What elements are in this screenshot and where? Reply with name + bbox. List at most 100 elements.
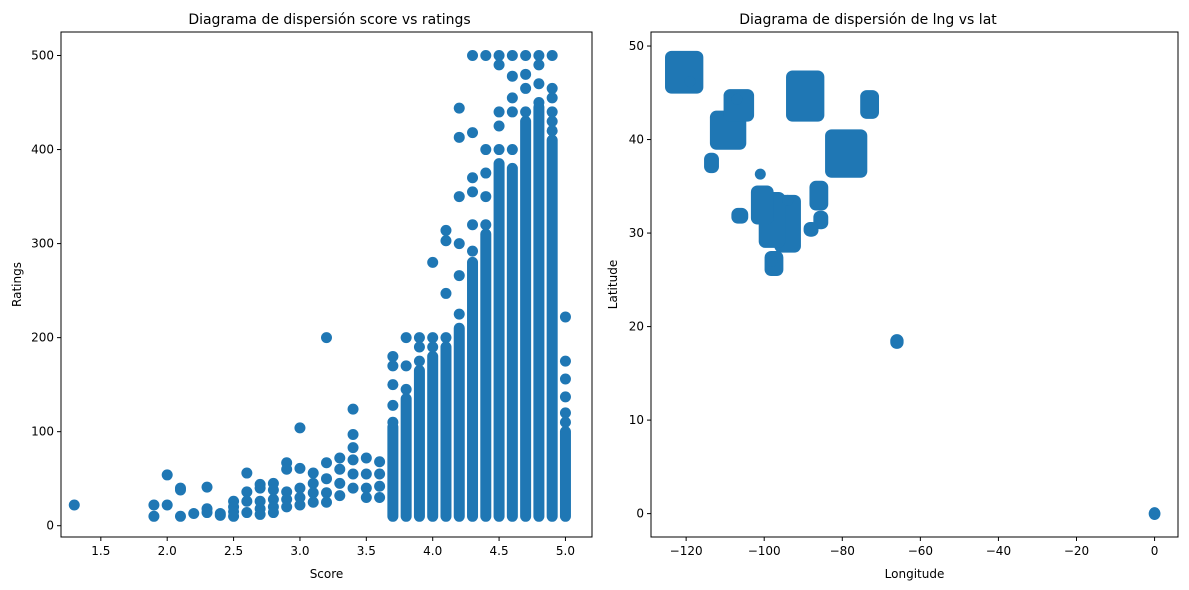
data-point [281,463,293,475]
data-point [161,499,173,511]
scatter-lng-lat: Diagrama de dispersión de lng vs lat −12… [606,12,1179,581]
data-point [453,131,465,143]
data-point [493,59,505,71]
data-point [533,78,545,90]
data-point [387,379,399,391]
data-point-cluster [809,180,829,211]
data-point [413,341,425,353]
data-point [427,341,439,353]
data-point [321,332,332,344]
data-point [413,355,425,367]
data-point [533,97,545,109]
data-point-column [440,341,452,522]
data-point-cluster [723,89,755,122]
data-point [374,492,386,504]
data-point-column [387,421,399,522]
data-point-column [427,350,439,522]
data-point [294,422,306,434]
x-axis-label: Score [310,567,344,581]
data-point [467,219,479,231]
data-point-column [506,162,518,522]
y-axis-label: Ratings [10,262,24,307]
data-point [294,492,306,504]
data-point [334,477,346,489]
data-point [307,477,319,489]
data-point [453,102,465,114]
data-point [188,507,200,519]
data-point [766,255,778,267]
x-tick-label: 5.0 [556,544,575,558]
data-point-column [413,365,425,522]
data-point [201,481,213,493]
data-point [387,416,399,428]
data-point [467,50,479,62]
data-point [440,287,452,299]
x-tick-label: 1.5 [91,544,110,558]
data-point [480,144,492,156]
x-tick-label: 4.5 [490,544,509,558]
data-point [321,487,332,499]
data-point [387,399,399,411]
data-point [254,508,266,520]
y-axis-label: Latitude [606,260,620,309]
data-point [374,456,386,468]
data-point [467,172,479,184]
x-tick-label: −40 [986,544,1011,558]
data-point-column [453,322,465,522]
data-point [480,50,492,62]
data-point [347,482,359,494]
y-tick-label: 40 [629,133,644,147]
data-point [533,50,545,62]
data-point [427,332,439,344]
data-point-column [559,426,571,522]
data-point [467,245,479,257]
data-point [347,468,359,480]
data-point [201,507,213,519]
data-point-column [480,228,492,522]
x-tick-label: 3.5 [357,544,376,558]
data-point [281,486,293,498]
data-point [400,332,412,344]
data-point [400,383,412,395]
data-point [453,308,465,320]
data-point [387,360,399,372]
x-tick-label: 4.0 [423,544,442,558]
x-tick-label: 2.0 [158,544,177,558]
data-point [493,120,505,132]
data-point [281,493,293,505]
x-tick-label: 2.5 [224,544,243,558]
data-point [360,452,372,464]
data-point [214,509,226,521]
data-point [228,510,240,522]
data-point [294,462,306,474]
data-point [782,194,794,206]
lng-lat-points [665,50,1161,521]
data-point [241,507,253,519]
data-point [254,495,266,507]
data-point [754,168,766,180]
data-point-cluster [750,185,774,225]
data-point-column [546,134,558,522]
y-tick-label: 10 [629,413,644,427]
x-axis-label: Longitude [885,567,945,581]
data-point [374,480,386,492]
data-point-cluster [665,50,704,94]
data-point [321,496,332,508]
data-point [453,270,465,282]
data-point [294,499,306,511]
x-axis-ticks: 1.5 2.0 2.5 3.0 3.5 4.0 4.5 5.0 [91,537,575,558]
data-point [148,510,160,522]
data-point [307,487,319,499]
data-point [506,50,518,62]
data-point [241,467,253,479]
plot-frame [650,31,1179,538]
y-tick-label: 100 [31,425,54,439]
data-point [520,82,532,94]
x-tick-label: −20 [1064,544,1089,558]
data-point [387,350,399,362]
data-point [493,144,505,156]
data-point [520,50,532,62]
scatter-score-ratings: Diagrama de dispersión score vs ratings … [10,12,593,581]
data-point [467,186,479,198]
data-point [493,106,505,118]
